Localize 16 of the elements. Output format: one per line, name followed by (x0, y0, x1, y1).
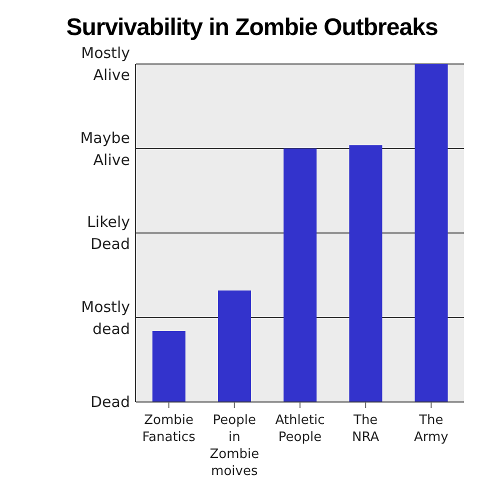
text: Dead (90, 392, 130, 413)
chart-title: Survivability in Zombie Outbreaks (65, 14, 439, 42)
x-tick-label: Zombie Fanatics (142, 413, 196, 445)
x-tick-label: Athletic People (275, 413, 325, 445)
bar (152, 331, 186, 402)
bar (284, 148, 317, 402)
bar (218, 290, 251, 402)
text: Mostly dead (80, 296, 130, 340)
x-tick-label: The NRA (352, 413, 380, 445)
x-tick-label: People in Zombie moives (210, 413, 260, 479)
x-tick-label: The Army (414, 413, 449, 445)
bar (414, 64, 448, 402)
text: Mostly Alive (80, 43, 130, 86)
text: Likely Dead (86, 212, 130, 255)
bar (349, 145, 382, 402)
text: Maybe Alive (79, 128, 130, 170)
